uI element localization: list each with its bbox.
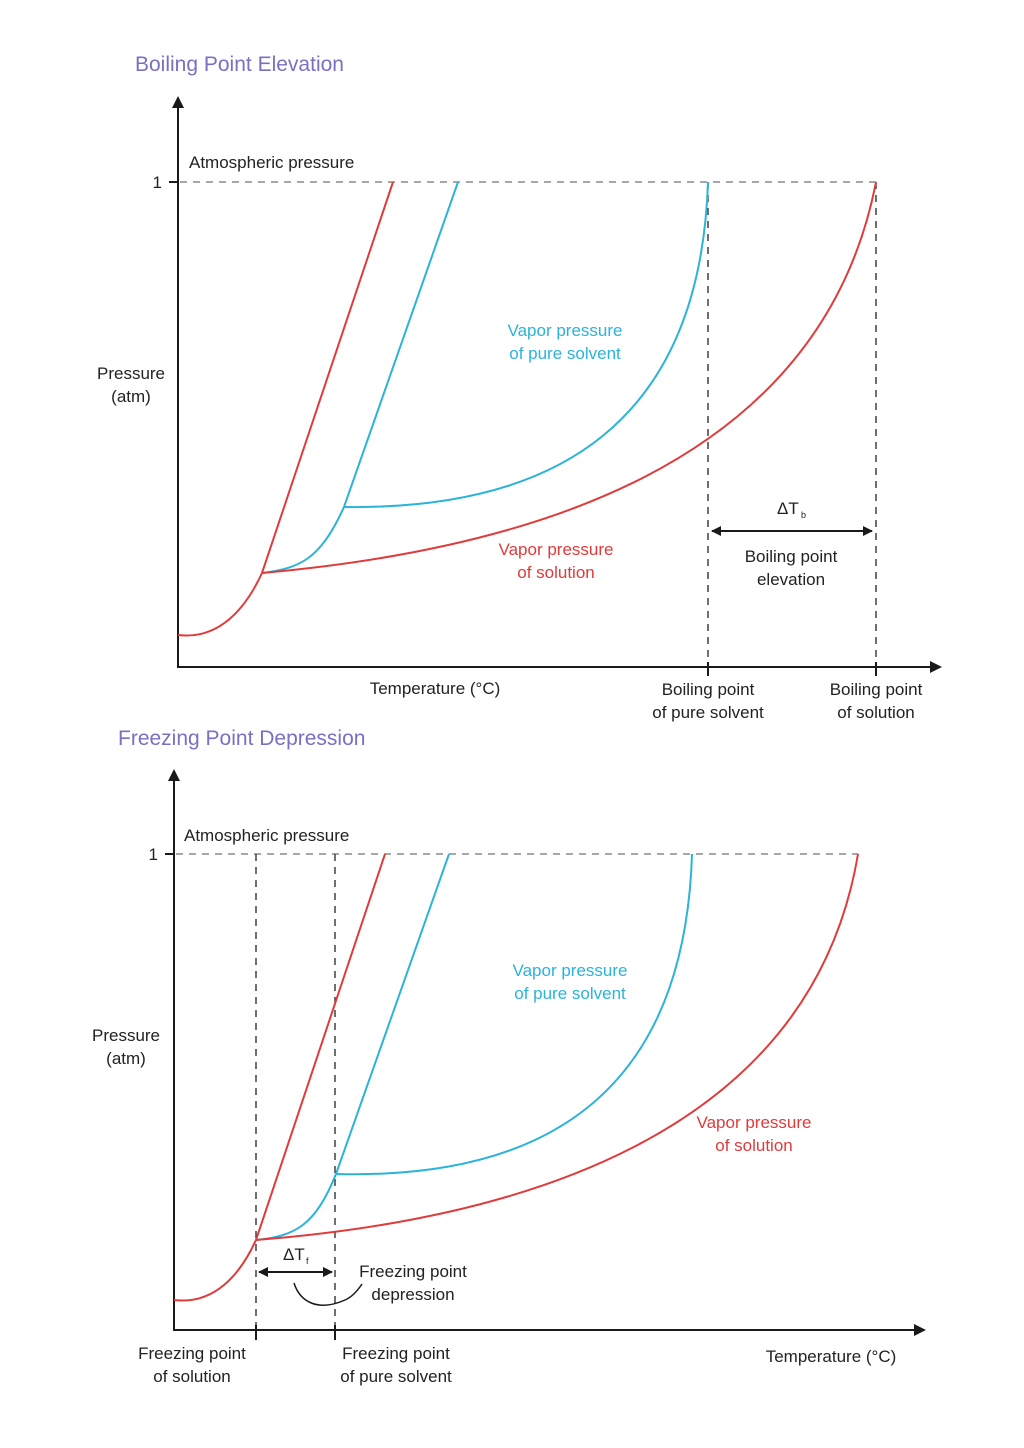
boiling-delta-label-1: Boiling point [745,547,838,566]
freezing-delta-label-2: depression [371,1285,454,1304]
freezing-pure-solid-line [255,853,450,1241]
boiling-y-label-2: (atm) [111,387,151,406]
freezing-fp-solution-2: of solution [153,1367,231,1386]
freezing-delta-symbol: ΔT [283,1245,305,1264]
freezing-callout-curve [293,1282,363,1306]
freezing-solid-line [173,853,386,1302]
boiling-delta-sub: b [801,510,806,520]
freezing-pure-curve [335,853,693,1176]
freezing-y-label-2: (atm) [106,1049,146,1068]
boiling-x-label: Temperature (°C) [370,679,501,698]
freezing-delta-label-1: Freezing point [359,1262,467,1281]
boiling-solution-curve [261,181,877,574]
freezing-point-diagram: Freezing Point Depression 1 Atmospheric … [92,727,926,1386]
freezing-solution-label-1: Vapor pressure [697,1113,812,1132]
boiling-y-label-1: Pressure [97,364,165,383]
freezing-x-label: Temperature (°C) [766,1347,897,1366]
boiling-solid-line [177,181,394,637]
boiling-pure-solid-line [261,181,459,574]
freezing-fp-pure-1: Freezing point [342,1344,450,1363]
boiling-bp-solution-1: Boiling point [830,680,923,699]
freezing-y-label-1: Pressure [92,1026,160,1045]
boiling-y-tick-label: 1 [153,173,162,192]
freezing-solution-label-2: of solution [715,1136,793,1155]
boiling-delta-symbol: ΔT [777,499,799,518]
boiling-solution-label-2: of solution [517,563,595,582]
freezing-fp-pure-2: of pure solvent [340,1367,452,1386]
boiling-pure-label-2: of pure solvent [509,344,621,363]
freezing-delta-sub: f [306,1256,309,1266]
boiling-pure-label-1: Vapor pressure [508,321,623,340]
boiling-delta-label-2: elevation [757,570,825,589]
freezing-y-tick-label: 1 [149,845,158,864]
freezing-atm-label: Atmospheric pressure [184,826,349,845]
freezing-solution-curve [255,853,859,1241]
boiling-pure-curve [343,181,709,509]
boiling-point-diagram: Boiling Point Elevation 1 Atmospheric pr… [97,53,942,722]
freezing-pure-label-1: Vapor pressure [513,961,628,980]
boiling-bp-pure-1: Boiling point [662,680,755,699]
boiling-atm-label: Atmospheric pressure [189,153,354,172]
boiling-bp-pure-2: of pure solvent [652,703,764,722]
freezing-title: Freezing Point Depression [118,727,365,750]
freezing-pure-label-2: of pure solvent [514,984,626,1003]
freezing-fp-solution-1: Freezing point [138,1344,246,1363]
boiling-bp-solution-2: of solution [837,703,915,722]
boiling-title: Boiling Point Elevation [135,53,344,76]
boiling-solution-label-1: Vapor pressure [499,540,614,559]
